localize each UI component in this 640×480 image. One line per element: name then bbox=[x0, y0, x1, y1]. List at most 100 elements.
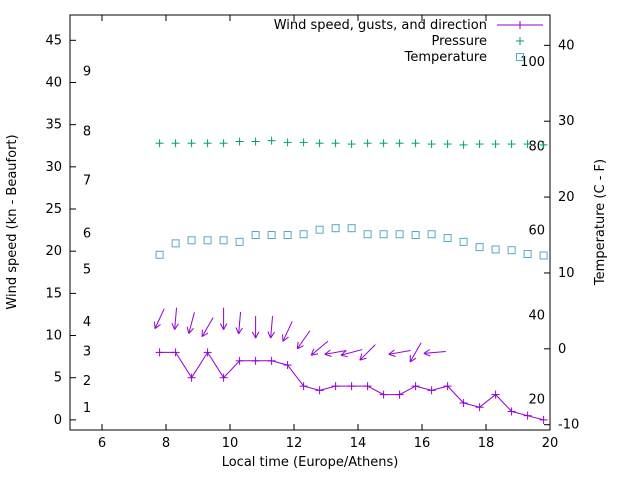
wind-speed-gusts-and-direction-series bbox=[155, 348, 548, 424]
beaufort-label: 3 bbox=[83, 345, 91, 360]
square-marker bbox=[459, 237, 468, 246]
square-marker bbox=[203, 236, 212, 245]
direction-arrowhead bbox=[267, 331, 272, 339]
y-left-tick-label: 25 bbox=[45, 202, 62, 217]
y-right-tick-label: 0 bbox=[558, 342, 566, 357]
square-marker bbox=[475, 243, 484, 252]
beaufort-label: 7 bbox=[83, 173, 91, 188]
y-right-tick-label: 10 bbox=[558, 266, 575, 281]
direction-arrow bbox=[201, 317, 214, 337]
square-marker bbox=[491, 245, 500, 254]
fahrenheit-label: 60 bbox=[528, 223, 545, 238]
y-right-axis-label: Temperature (C - F) bbox=[593, 159, 608, 286]
direction-arrow bbox=[188, 312, 195, 334]
square-marker bbox=[187, 236, 196, 245]
square-marker bbox=[379, 230, 388, 239]
direction-arrowhead bbox=[311, 353, 319, 356]
y-right-tick-label: 30 bbox=[558, 114, 575, 129]
direction-arrowhead bbox=[296, 341, 299, 349]
y-left-tick-label: 10 bbox=[45, 329, 62, 344]
direction-arrowhead bbox=[188, 328, 194, 334]
beaufort-label: 4 bbox=[83, 315, 91, 330]
direction-arrow bbox=[388, 349, 411, 355]
legend-label: Pressure bbox=[431, 34, 487, 49]
direction-arrow bbox=[282, 321, 293, 342]
beaufort-label: 1 bbox=[83, 401, 91, 416]
y-left-tick-label: 30 bbox=[45, 160, 62, 175]
fahrenheit-label: 100 bbox=[520, 55, 545, 70]
direction-arrowhead bbox=[423, 349, 430, 354]
direction-arrowhead bbox=[235, 327, 240, 335]
direction-arrowhead bbox=[359, 357, 367, 361]
direction-arrowhead bbox=[270, 331, 275, 339]
direction-arrow bbox=[270, 316, 274, 339]
direction-arrowhead bbox=[340, 354, 348, 358]
y-left-axis-label: Wind speed (kn - Beaufort) bbox=[5, 134, 20, 309]
direction-arrow bbox=[310, 340, 329, 356]
square-marker bbox=[443, 234, 452, 243]
x-tick-label: 18 bbox=[478, 436, 495, 451]
x-axis-label: Local time (Europe/Athens) bbox=[222, 455, 399, 470]
direction-arrowhead bbox=[297, 345, 304, 350]
fahrenheit-scale-labels: 20 40 60 80 100 bbox=[520, 55, 545, 408]
legend-label: Wind speed, gusts, and direction bbox=[274, 18, 487, 33]
square-marker bbox=[427, 230, 436, 239]
beaufort-scale-labels: 1 2 3 4 5 6 7 8 9 bbox=[83, 65, 91, 417]
direction-arrowhead bbox=[186, 326, 190, 334]
y-left-tick-label: 5 bbox=[54, 371, 62, 386]
direction-arrow bbox=[423, 350, 446, 354]
y-left-tick-label: 20 bbox=[45, 244, 62, 259]
square-marker bbox=[523, 249, 532, 258]
pressure-series bbox=[155, 136, 548, 149]
beaufort-label: 2 bbox=[83, 374, 91, 389]
direction-arrowhead bbox=[388, 353, 396, 357]
x-axis-ticks: 6 8 10 12 14 16 18 20 bbox=[98, 15, 558, 451]
square-marker bbox=[299, 230, 308, 239]
beaufort-label: 8 bbox=[83, 124, 91, 139]
temperature-series bbox=[155, 224, 548, 260]
square-marker bbox=[347, 224, 356, 233]
x-tick-label: 8 bbox=[162, 436, 170, 451]
direction-arrowhead bbox=[251, 331, 257, 339]
direction-arrowhead bbox=[423, 352, 431, 357]
direction-arrow bbox=[324, 349, 347, 355]
direction-arrow bbox=[409, 342, 422, 363]
square-marker bbox=[283, 231, 292, 240]
y-left-tick-label: 40 bbox=[45, 75, 62, 90]
plot-border bbox=[69, 14, 551, 431]
square-marker bbox=[539, 251, 548, 260]
square-marker bbox=[363, 230, 372, 239]
chart-plot-area: 6 8 10 12 14 16 18 2005101520253035404512345678… bbox=[45, 14, 579, 451]
beaufort-label: 6 bbox=[83, 226, 91, 241]
direction-arrowhead bbox=[340, 350, 347, 356]
direction-arrowhead bbox=[171, 322, 176, 330]
y-left-tick-label: 0 bbox=[54, 413, 62, 428]
y-right-tick-label: -10 bbox=[558, 418, 579, 433]
direction-arrow bbox=[174, 307, 178, 330]
y-left-tick-label: 45 bbox=[45, 33, 62, 48]
direction-arrowhead bbox=[201, 332, 209, 338]
direction-arrowhead bbox=[154, 324, 161, 330]
x-tick-label: 20 bbox=[542, 436, 559, 451]
square-marker bbox=[315, 225, 324, 234]
direction-arrow bbox=[296, 330, 311, 350]
square-marker bbox=[411, 231, 420, 240]
y-right-axis-ticks: -10 0 10 20 30 40 bbox=[544, 38, 579, 433]
direction-arrowhead bbox=[238, 327, 243, 335]
beaufort-label: 5 bbox=[83, 263, 91, 278]
direction-arrowhead bbox=[359, 353, 363, 361]
square-marker bbox=[155, 250, 164, 259]
x-tick-label: 16 bbox=[414, 436, 431, 451]
direction-arrow bbox=[340, 349, 363, 356]
legend: Wind speed, gusts, and directionPressure… bbox=[274, 18, 543, 65]
direction-arrowhead bbox=[174, 323, 179, 330]
direction-arrowhead bbox=[409, 357, 417, 363]
square-marker bbox=[395, 230, 404, 239]
y-left-axis-ticks: 0 5 10 15 20 25 30 35 40 45 bbox=[45, 33, 76, 428]
direction-arrowhead bbox=[388, 349, 395, 355]
square-marker bbox=[235, 237, 244, 246]
x-tick-label: 12 bbox=[286, 436, 303, 451]
direction-arrow bbox=[238, 311, 242, 334]
fahrenheit-label: 20 bbox=[528, 393, 545, 408]
